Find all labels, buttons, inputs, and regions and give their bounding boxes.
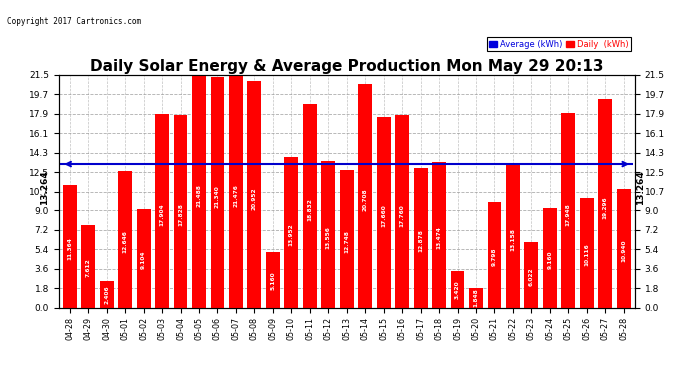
Bar (174, 115, 188, 308)
Text: 9.798: 9.798 (492, 248, 497, 266)
Bar (266, 252, 279, 308)
Bar (377, 117, 391, 308)
Text: 21.488: 21.488 (197, 184, 201, 207)
Bar (562, 113, 575, 308)
Bar (580, 198, 593, 308)
Text: 3.420: 3.420 (455, 280, 460, 299)
Text: 13.952: 13.952 (289, 224, 294, 246)
Bar (248, 81, 262, 308)
Bar (617, 189, 631, 308)
Bar (229, 75, 243, 308)
Bar (63, 184, 77, 308)
Bar (414, 168, 428, 308)
Text: 18.832: 18.832 (307, 198, 313, 221)
Text: 10.116: 10.116 (584, 244, 589, 266)
Text: 17.904: 17.904 (159, 203, 164, 226)
Text: 13.556: 13.556 (326, 226, 331, 249)
Bar (81, 225, 95, 308)
Text: 12.878: 12.878 (418, 229, 423, 252)
Text: 17.760: 17.760 (400, 204, 404, 227)
Bar (451, 270, 464, 308)
Title: Daily Solar Energy & Average Production Mon May 29 20:13: Daily Solar Energy & Average Production … (90, 59, 604, 74)
Text: 11.364: 11.364 (67, 237, 72, 260)
Text: 17.948: 17.948 (566, 203, 571, 226)
Text: Copyright 2017 Cartronics.com: Copyright 2017 Cartronics.com (7, 17, 141, 26)
Bar (118, 171, 132, 308)
Text: 13.474: 13.474 (437, 226, 442, 249)
Bar (598, 99, 612, 308)
Text: 17.828: 17.828 (178, 204, 183, 226)
Text: 6.022: 6.022 (529, 267, 534, 285)
Bar (100, 282, 114, 308)
Text: 12.646: 12.646 (123, 230, 128, 253)
Bar (155, 114, 169, 308)
Text: 2.406: 2.406 (104, 286, 109, 304)
Text: 17.660: 17.660 (381, 204, 386, 227)
Text: 21.340: 21.340 (215, 185, 220, 208)
Bar (432, 162, 446, 308)
Bar (524, 242, 538, 308)
Text: 10.940: 10.940 (621, 240, 627, 262)
Text: 9.104: 9.104 (141, 251, 146, 270)
Text: 12.748: 12.748 (344, 230, 349, 253)
Bar (543, 209, 557, 308)
Bar (469, 288, 483, 308)
Text: 21.476: 21.476 (233, 184, 239, 207)
Text: 13.264: 13.264 (635, 170, 645, 205)
Bar (284, 157, 298, 308)
Bar (210, 77, 224, 308)
Bar (322, 161, 335, 308)
Bar (303, 104, 317, 308)
Bar (339, 170, 354, 308)
Text: 7.612: 7.612 (86, 259, 90, 278)
Bar (488, 201, 502, 308)
Legend: Average (kWh), Daily  (kWh): Average (kWh), Daily (kWh) (486, 38, 631, 51)
Text: 19.296: 19.296 (603, 196, 608, 219)
Bar (358, 84, 372, 308)
Text: 5.160: 5.160 (270, 272, 275, 290)
Bar (506, 165, 520, 308)
Text: 20.708: 20.708 (363, 189, 368, 211)
Text: 20.952: 20.952 (252, 188, 257, 210)
Text: 13.264: 13.264 (40, 170, 50, 205)
Bar (395, 116, 409, 308)
Text: 9.160: 9.160 (547, 251, 553, 269)
Bar (137, 209, 150, 308)
Text: 13.158: 13.158 (511, 228, 515, 251)
Bar (192, 75, 206, 307)
Text: 1.848: 1.848 (473, 288, 478, 307)
